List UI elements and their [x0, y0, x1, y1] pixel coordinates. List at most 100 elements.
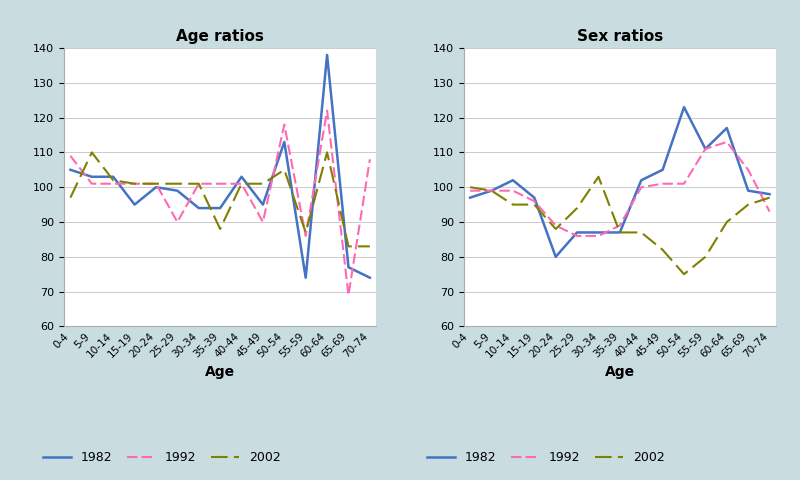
Line: 2002: 2002	[470, 177, 770, 274]
Line: 1982: 1982	[70, 55, 370, 277]
2002	[701, 254, 710, 260]
1992	[87, 181, 97, 187]
2002	[279, 167, 289, 173]
1992	[765, 209, 774, 215]
1992	[66, 153, 75, 159]
1992	[215, 181, 225, 187]
2002	[237, 181, 246, 187]
1992	[743, 167, 753, 173]
2002	[722, 219, 732, 225]
2002	[322, 150, 332, 156]
Title: Age ratios: Age ratios	[176, 29, 264, 44]
1982	[466, 195, 475, 201]
1982	[301, 275, 310, 280]
1982	[530, 195, 539, 201]
1992	[486, 188, 496, 193]
1982	[551, 254, 561, 260]
1982	[594, 229, 603, 235]
1992	[344, 292, 354, 298]
1982	[173, 188, 182, 193]
2002	[151, 181, 161, 187]
2002	[258, 181, 268, 187]
2002	[130, 181, 139, 187]
1982	[258, 202, 268, 207]
1992	[466, 188, 475, 193]
2002	[765, 195, 774, 201]
2002	[594, 174, 603, 180]
1992	[301, 233, 310, 239]
2002	[551, 226, 561, 232]
1992	[637, 184, 646, 190]
1982	[130, 202, 139, 207]
1992	[551, 223, 561, 228]
1992	[615, 223, 625, 228]
2002	[301, 229, 310, 235]
1992	[173, 219, 182, 225]
Line: 1992: 1992	[470, 142, 770, 236]
1982	[108, 174, 118, 180]
2002	[572, 205, 582, 211]
2002	[108, 178, 118, 183]
1982	[701, 146, 710, 152]
1982	[365, 275, 374, 280]
Legend: 1982, 1992, 2002: 1982, 1992, 2002	[38, 446, 286, 469]
1992	[679, 181, 689, 187]
2002	[743, 202, 753, 207]
Line: 1992: 1992	[70, 110, 370, 295]
1982	[279, 139, 289, 145]
1992	[130, 181, 139, 187]
1982	[486, 188, 496, 193]
Line: 2002: 2002	[70, 153, 370, 246]
1982	[194, 205, 203, 211]
1992	[530, 198, 539, 204]
Line: 1982: 1982	[470, 107, 770, 257]
1982	[658, 167, 667, 173]
1982	[151, 184, 161, 190]
1982	[765, 192, 774, 197]
2002	[87, 150, 97, 156]
2002	[530, 202, 539, 207]
2002	[615, 229, 625, 235]
1982	[508, 178, 518, 183]
2002	[679, 271, 689, 277]
2002	[365, 243, 374, 249]
1992	[194, 181, 203, 187]
2002	[215, 226, 225, 232]
2002	[466, 184, 475, 190]
1982	[66, 167, 75, 173]
X-axis label: Age: Age	[605, 365, 635, 379]
1982	[237, 174, 246, 180]
1992	[258, 219, 268, 225]
1982	[722, 125, 732, 131]
Title: Sex ratios: Sex ratios	[577, 29, 663, 44]
2002	[658, 247, 667, 253]
1982	[615, 229, 625, 235]
2002	[66, 195, 75, 201]
2002	[486, 188, 496, 193]
2002	[508, 202, 518, 207]
1992	[365, 156, 374, 162]
1992	[322, 108, 332, 113]
1982	[637, 178, 646, 183]
2002	[344, 243, 354, 249]
1982	[344, 264, 354, 270]
Legend: 1982, 1992, 2002: 1982, 1992, 2002	[422, 446, 670, 469]
1992	[508, 188, 518, 193]
1992	[151, 181, 161, 187]
1992	[594, 233, 603, 239]
X-axis label: Age: Age	[205, 365, 235, 379]
1992	[108, 181, 118, 187]
1992	[237, 181, 246, 187]
1982	[322, 52, 332, 58]
1982	[87, 174, 97, 180]
1982	[572, 229, 582, 235]
1982	[215, 205, 225, 211]
1992	[722, 139, 732, 145]
1982	[679, 104, 689, 110]
1982	[743, 188, 753, 193]
2002	[194, 181, 203, 187]
1992	[701, 146, 710, 152]
1992	[572, 233, 582, 239]
2002	[637, 229, 646, 235]
1992	[279, 122, 289, 128]
